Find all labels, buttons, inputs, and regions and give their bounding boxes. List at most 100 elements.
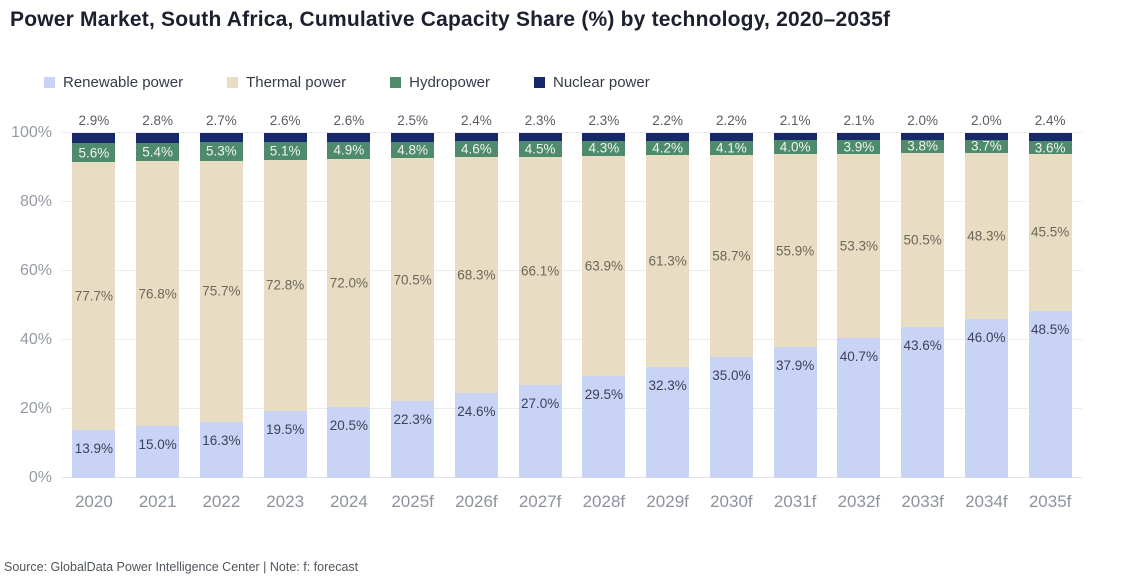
segment-renewable-2029f: 32.3% [646, 366, 690, 478]
segment-label-renewable-2024: 20.5% [329, 418, 369, 434]
segment-hydro-2026f: 4.6% [454, 141, 498, 158]
legend-swatch-renewable [44, 77, 55, 88]
segment-label-hydro-2026f: 4.6% [460, 141, 492, 157]
segment-thermal-2024: 72.0% [327, 158, 371, 408]
segment-label-hydro-2028f: 4.3% [588, 140, 620, 156]
segment-label-nuclear-2032f: 2.1% [843, 113, 875, 128]
segment-renewable-2020: 13.9% [72, 430, 116, 478]
segment-label-hydro-2020: 5.6% [78, 145, 110, 161]
x-tick-label-2035f: 2035f [1028, 492, 1072, 511]
x-tick-label-2027f: 2027f [518, 492, 562, 511]
segment-nuclear-2020 [72, 133, 116, 143]
bar-2025f: 22.3% 70.5% 4.8% 2.5% [391, 113, 435, 478]
segment-hydro-2032f: 3.9% [837, 139, 881, 154]
gridline-0 [62, 477, 1082, 478]
segment-label-thermal-2024: 72.0% [329, 275, 369, 291]
bar-2030f: 35.0% 58.7% 4.1% 2.2% [709, 113, 753, 478]
segment-hydro-2028f: 4.3% [582, 140, 626, 156]
segment-thermal-2020: 77.7% [72, 162, 116, 431]
x-tick-label-2028f: 2028f [582, 492, 626, 511]
bar-column-2022: 16.3% 75.7% 5.3% 2.7% [190, 113, 254, 478]
segment-nuclear-2026f [454, 133, 498, 142]
segment-thermal-2028f: 63.9% [582, 155, 626, 377]
segment-label-thermal-2034f: 48.3% [967, 228, 1006, 244]
segment-label-nuclear-2028f: 2.3% [588, 113, 620, 128]
segment-label-renewable-2028f: 29.5% [584, 387, 624, 403]
segment-renewable-2026f: 24.6% [454, 393, 498, 478]
bar-2027f: 27.0% 66.1% 4.5% 2.3% [518, 113, 562, 478]
segment-nuclear-2033f [901, 133, 945, 140]
bar-2020: 13.9% 77.7% 5.6% 2.9% [72, 113, 116, 478]
bar-column-2021: 15.0% 76.8% 5.4% 2.8% [126, 113, 190, 478]
x-tick-label-2031f: 2031f [773, 492, 817, 511]
segment-label-hydro-2024: 4.9% [333, 142, 365, 158]
segment-thermal-2023: 72.8% [263, 159, 307, 411]
segment-hydro-2027f: 4.5% [518, 140, 562, 157]
segment-thermal-2033f: 50.5% [901, 153, 945, 328]
segment-label-nuclear-2026f: 2.4% [460, 113, 492, 128]
segment-label-renewable-2034f: 46.0% [967, 330, 1006, 346]
segment-label-nuclear-2024: 2.6% [333, 113, 365, 128]
bar-column-2020: 13.9% 77.7% 5.6% 2.9% [62, 113, 126, 478]
x-axis: 2020 2021 2022 2023 2024 2025f 2026f 2027f 2028f… [62, 492, 1082, 512]
segment-label-thermal-2032f: 53.3% [839, 238, 879, 254]
x-tick-label-2023: 2023 [266, 492, 305, 511]
segment-renewable-2031f: 37.9% [773, 347, 817, 478]
x-tick-label-2024: 2024 [329, 492, 368, 511]
segment-nuclear-2022 [199, 133, 243, 143]
segment-hydro-2034f: 3.7% [964, 139, 1008, 154]
segment-nuclear-2029f [646, 133, 690, 141]
y-tick-label-20: 20% [19, 400, 52, 417]
legend-label: Thermal power [246, 74, 347, 91]
x-tick-label-2021: 2021 [138, 492, 177, 511]
segment-renewable-2033f: 43.6% [901, 327, 945, 478]
segment-label-nuclear-2033f: 2.0% [907, 113, 939, 128]
bar-2026f: 24.6% 68.3% 4.6% 2.4% [454, 113, 498, 478]
segment-label-hydro-2033f: 3.8% [907, 138, 939, 154]
segment-label-nuclear-2035f: 2.4% [1034, 113, 1066, 128]
legend-item-thermal: Thermal power [227, 74, 346, 91]
bar-column-2034f: 46.0% 48.3% 3.7% 2.0% [955, 113, 1019, 478]
segment-label-thermal-2023: 72.8% [265, 277, 305, 293]
segment-label-renewable-2020: 13.9% [74, 441, 114, 457]
legend-item-renewable: Renewable power [44, 74, 183, 91]
segment-thermal-2030f: 58.7% [709, 154, 753, 358]
bar-column-2025f: 22.3% 70.5% 4.8% 2.5% [381, 113, 445, 478]
segment-nuclear-2035f [1028, 133, 1072, 142]
bar-2035f: 48.5% 45.5% 3.6% 2.4% [1028, 113, 1072, 478]
segment-thermal-2026f: 68.3% [454, 157, 498, 394]
segment-label-thermal-2022: 75.7% [202, 283, 241, 299]
legend-label: Nuclear power [553, 74, 650, 91]
plot-area: 13.9% 77.7% 5.6% 2.9% 15.0% 76.8% 5.4% 2.8% 16.3… [62, 113, 1082, 478]
segment-renewable-2035f: 48.5% [1028, 310, 1072, 478]
bar-column-2033f: 43.6% 50.5% 3.8% 2.0% [891, 113, 955, 478]
x-tick-label-2025f: 2025f [391, 492, 434, 511]
legend-label: Renewable power [63, 74, 184, 91]
segment-label-hydro-2025f: 4.8% [397, 142, 429, 158]
segment-hydro-2030f: 4.1% [709, 140, 753, 155]
bar-2028f: 29.5% 63.9% 4.3% 2.3% [582, 113, 626, 478]
segment-renewable-2021: 15.0% [136, 426, 180, 478]
gridline-20 [62, 408, 1082, 409]
segment-renewable-2030f: 35.0% [709, 357, 753, 478]
y-tick-label-40: 40% [19, 331, 52, 348]
x-tick-label-2022: 2022 [202, 492, 241, 511]
y-tick-label-0: 0% [28, 469, 52, 486]
segment-label-renewable-2027f: 27.0% [520, 395, 560, 411]
chart-title: Power Market, South Africa, Cumulative C… [10, 8, 891, 31]
segment-renewable-2034f: 46.0% [964, 319, 1008, 478]
segment-nuclear-2034f [964, 133, 1008, 140]
segment-renewable-2024: 20.5% [327, 407, 371, 478]
segment-label-thermal-2029f: 61.3% [648, 253, 687, 269]
segment-label-hydro-2021: 5.4% [142, 144, 174, 160]
bar-column-2029f: 32.3% 61.3% 4.2% 2.2% [636, 113, 700, 478]
bar-column-2023: 19.5% 72.8% 5.1% 2.6% [253, 113, 317, 478]
legend-swatch-nuclear [534, 77, 545, 88]
bar-column-2027f: 27.0% 66.1% 4.5% 2.3% [508, 113, 572, 478]
segment-renewable-2022: 16.3% [199, 421, 243, 478]
segment-label-thermal-2030f: 58.7% [712, 248, 751, 264]
segment-label-thermal-2028f: 63.9% [584, 258, 624, 274]
legend-item-hydro: Hydropower [390, 74, 490, 91]
segment-label-thermal-2031f: 55.9% [775, 243, 815, 259]
segment-hydro-2031f: 4.0% [773, 140, 817, 155]
